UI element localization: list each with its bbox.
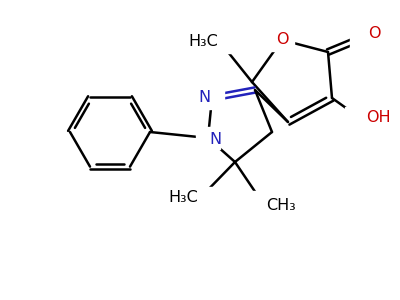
Bar — [200, 87, 224, 109]
Text: OH: OH — [366, 110, 391, 125]
Bar — [350, 27, 374, 49]
Text: N: N — [198, 89, 210, 104]
Text: O: O — [276, 32, 288, 47]
Text: CH₃: CH₃ — [266, 199, 296, 214]
Text: H₃C: H₃C — [188, 34, 218, 49]
Text: O: O — [368, 26, 380, 41]
Bar — [196, 127, 220, 149]
Bar — [236, 191, 288, 213]
Bar — [194, 31, 246, 53]
Text: N: N — [209, 131, 221, 146]
Text: H₃C: H₃C — [168, 190, 198, 206]
Bar — [270, 29, 294, 51]
Bar — [174, 187, 226, 209]
Bar — [345, 107, 375, 129]
